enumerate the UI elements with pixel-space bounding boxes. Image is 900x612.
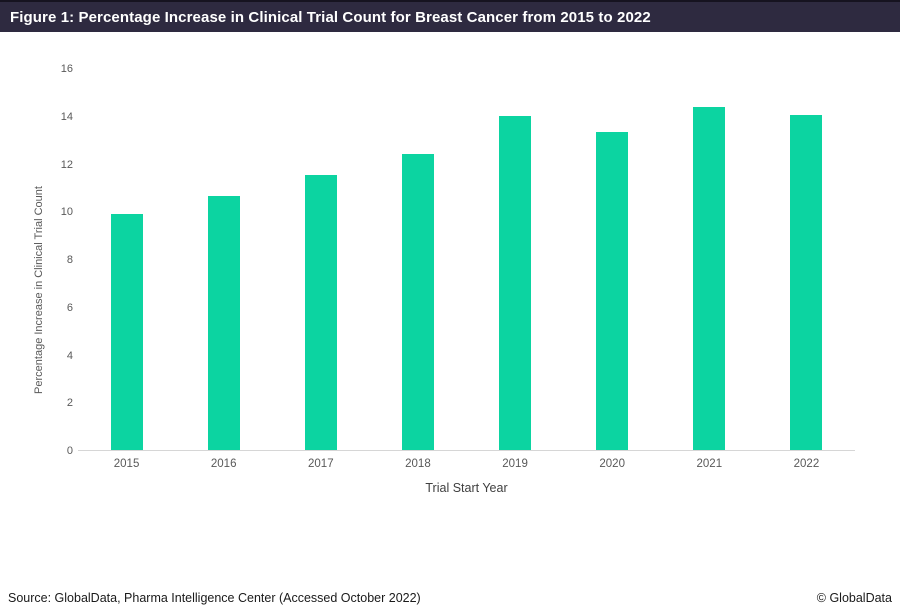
- bar-2017: [304, 175, 337, 450]
- bar-slot: [272, 69, 369, 450]
- plot-area: [78, 69, 855, 451]
- bar-2019: [499, 115, 532, 450]
- y-tick-label: 12: [60, 158, 73, 171]
- bar-2015: [110, 213, 143, 450]
- y-tick-label: 2: [66, 397, 73, 410]
- footer: Source: GlobalData, Pharma Intelligence …: [0, 591, 900, 605]
- x-axis-title: Trial Start Year: [425, 481, 508, 495]
- y-axis-ticks: 0 2 4 6 8 10 12 14 16: [37, 63, 73, 457]
- bar-2018: [401, 153, 434, 450]
- y-tick-label: 6: [66, 301, 73, 314]
- bar-slot: [78, 69, 175, 450]
- bar-slot: [467, 69, 564, 450]
- x-tick-label: 2016: [210, 458, 237, 470]
- bar-2022: [790, 114, 823, 450]
- x-tick-label: 2019: [502, 458, 528, 470]
- x-tick-label: 2015: [113, 458, 140, 470]
- y-tick-label: 16: [60, 63, 73, 75]
- x-tick-label: 2020: [599, 458, 625, 470]
- bar-slot: [369, 69, 466, 450]
- x-tick-label: 2021: [696, 458, 723, 470]
- y-tick-label: 14: [60, 110, 73, 123]
- y-tick-label: 10: [60, 206, 73, 219]
- copyright-text: © GlobalData: [816, 591, 892, 605]
- bar-slot: [564, 69, 661, 450]
- bar-slot: [758, 69, 855, 450]
- figure-title: Figure 1: Percentage Increase in Clinica…: [10, 8, 651, 26]
- x-tick-label: 2017: [308, 458, 334, 470]
- x-tick-label: 2018: [405, 458, 431, 470]
- bar-slot: [175, 69, 272, 450]
- figure-title-bar: Figure 1: Percentage Increase in Clinica…: [0, 0, 900, 32]
- bar-2021: [693, 107, 726, 450]
- bar-2020: [596, 132, 629, 450]
- y-tick-label: 8: [66, 254, 73, 266]
- y-tick-label: 0: [66, 445, 73, 457]
- bar-2016: [207, 195, 240, 450]
- x-tick-label: 2022: [793, 458, 820, 470]
- y-tick-label: 4: [66, 349, 73, 362]
- source-text: Source: GlobalData, Pharma Intelligence …: [8, 591, 421, 605]
- x-axis-ticks: 2015 2016 2017 2018 2019 2020 2021 2022: [78, 458, 855, 470]
- bar-slot: [661, 69, 758, 450]
